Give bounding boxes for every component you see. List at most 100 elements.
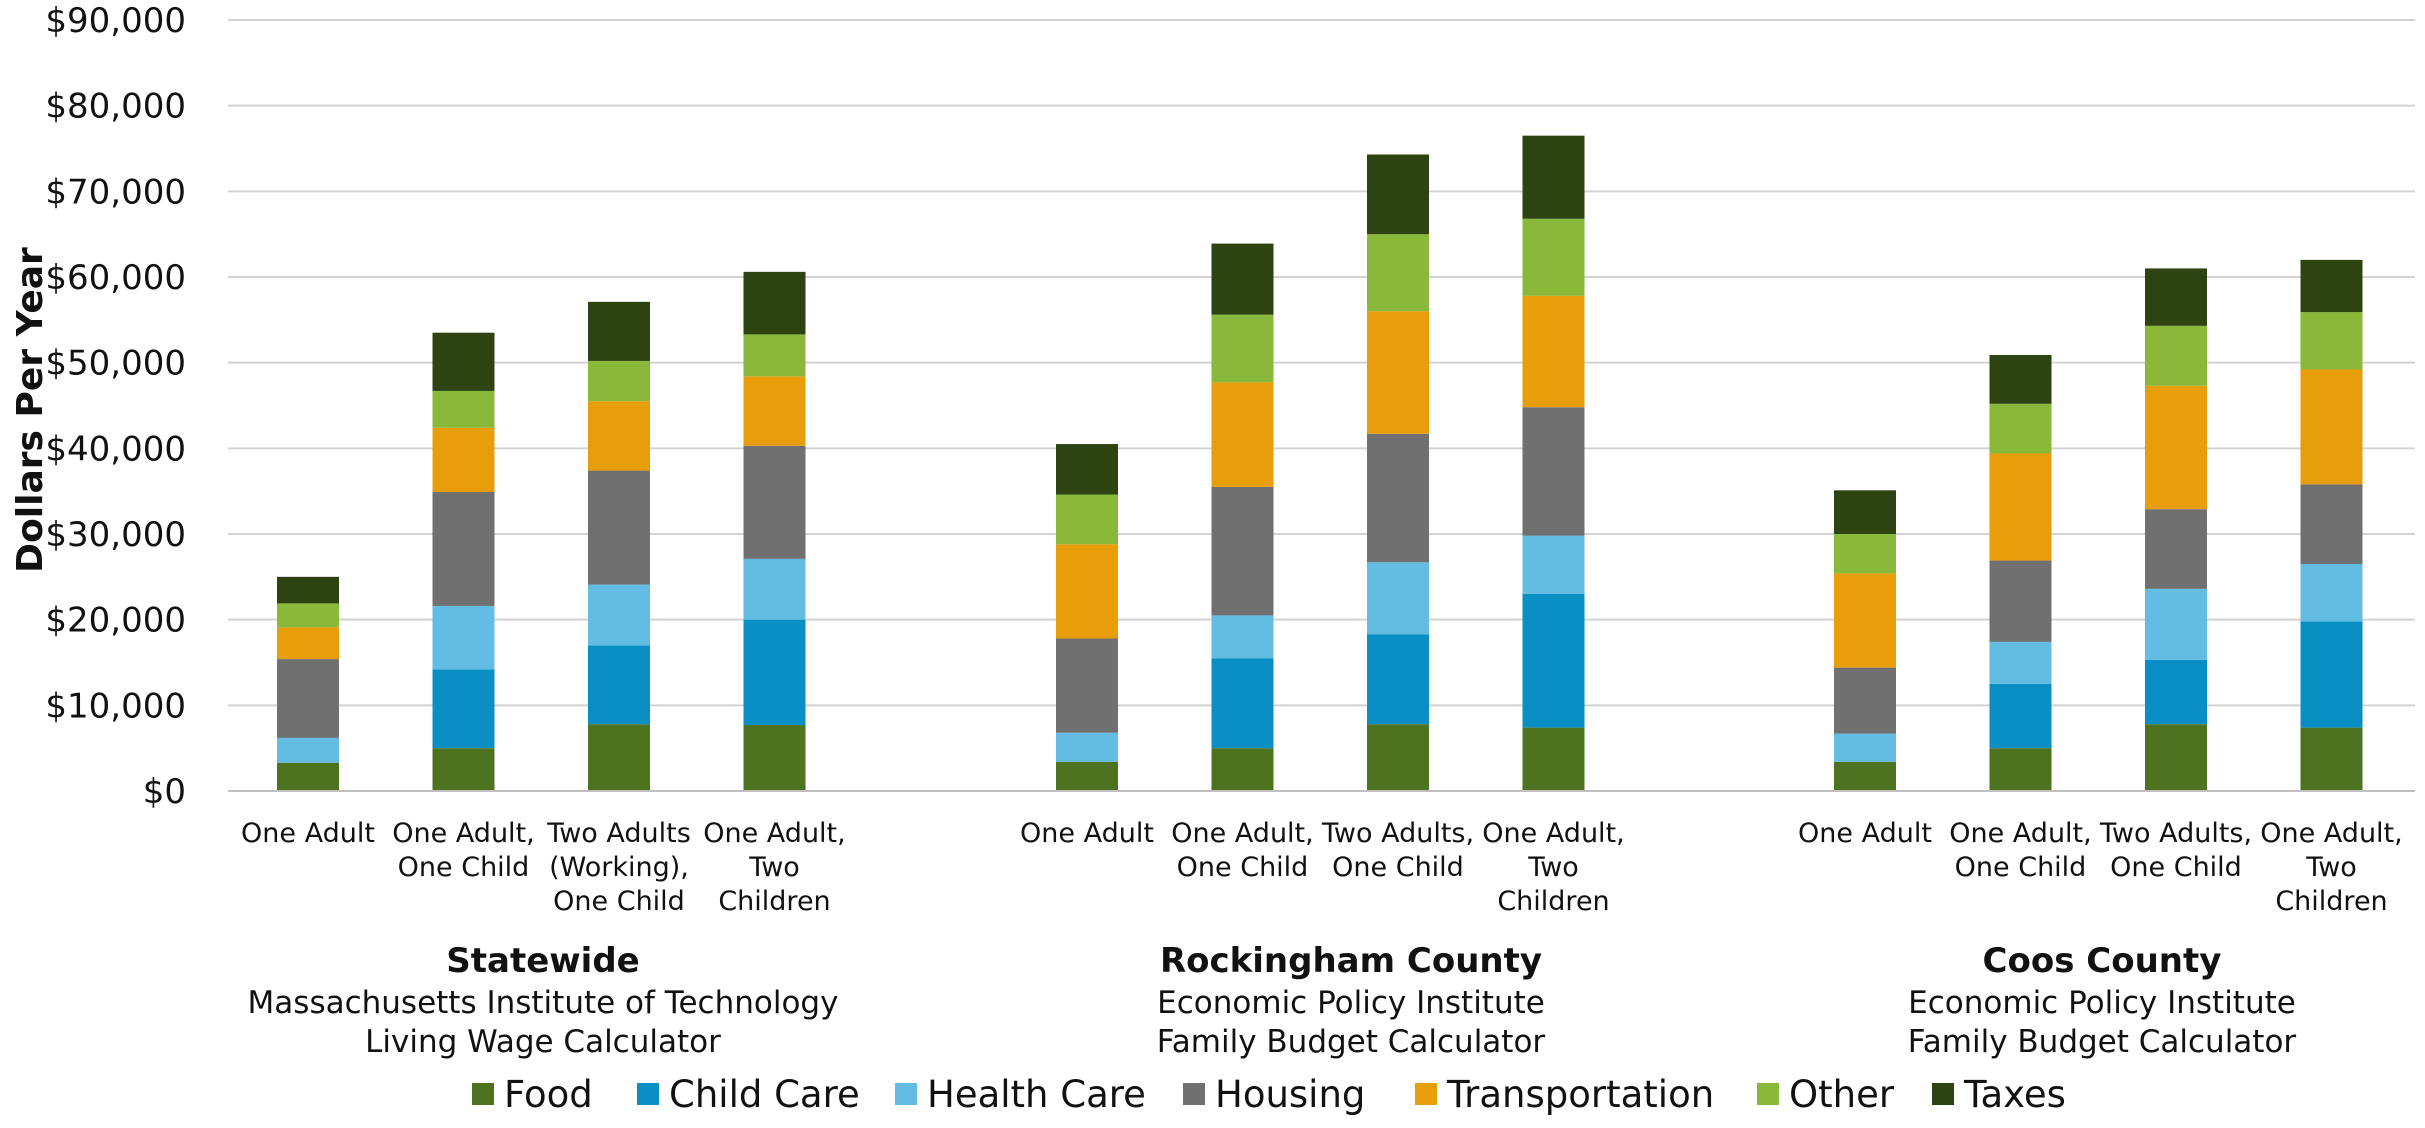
x-tick-label: One Adult: [241, 818, 375, 849]
x-tick-label: One Adult: [1798, 818, 1932, 849]
stacked-bar: [1522, 135, 1585, 791]
x-tick-label: Children: [2275, 886, 2387, 917]
bar-segment-other: [1367, 234, 1429, 312]
legend-label: Taxes: [1963, 1073, 2066, 1116]
gridlines: [228, 19, 2415, 707]
bar-segment-housing: [588, 470, 650, 585]
legend-item: Taxes: [1932, 1073, 2066, 1116]
bar-segment-housing: [2300, 484, 2363, 564]
bar-segment-taxes: [588, 301, 650, 361]
bar-segment-transportation: [1522, 295, 1585, 408]
bar-segment-food: [588, 724, 650, 791]
bar-segment-housing: [1522, 407, 1585, 536]
x-tick-label: Children: [718, 886, 830, 917]
bar-segment-child-care: [432, 669, 495, 749]
legend-swatch: [637, 1083, 659, 1105]
x-tick-label: Two: [748, 852, 800, 883]
bar-segment-transportation: [1367, 311, 1429, 434]
bar-segment-taxes: [1834, 490, 1896, 534]
x-tick-label: Two Adults,: [1321, 818, 1474, 849]
bar-segment-housing: [1056, 638, 1118, 733]
bar-segment-other: [1056, 494, 1118, 545]
bar-segment-child-care: [1989, 683, 2052, 749]
y-tick-label: $80,000: [45, 87, 186, 127]
bar-segment-food: [1522, 727, 1585, 791]
legend-swatch: [1757, 1083, 1779, 1105]
bar-segment-food: [2145, 724, 2207, 791]
bar-segment-taxes: [1211, 243, 1274, 315]
y-tick-label: $10,000: [45, 686, 186, 726]
stacked-bar: [277, 576, 339, 791]
group-labels: Statewide Massachusetts Institute of Tech…: [248, 941, 2297, 1060]
x-tick-label: Children: [1497, 886, 1609, 917]
legend-swatch: [1183, 1083, 1205, 1105]
bar-segment-child-care: [2300, 621, 2363, 728]
group-subtitle: Family Budget Calculator: [1908, 1024, 2297, 1060]
bar-segment-taxes: [1989, 354, 2052, 404]
x-tick-label: One Adult,: [703, 818, 845, 849]
bar-segment-health-care: [1834, 733, 1896, 762]
stacked-bar: [1834, 490, 1896, 791]
bar-segment-health-care: [1211, 615, 1274, 659]
bar-segment-housing: [1211, 486, 1274, 616]
bar-segment-other: [1522, 218, 1585, 296]
x-tick-label: One Child: [398, 852, 530, 883]
group-subtitle: Living Wage Calculator: [365, 1024, 721, 1060]
y-tick-label: $50,000: [45, 344, 186, 384]
x-tick-label: One Child: [1332, 852, 1464, 883]
group-subtitle: Family Budget Calculator: [1157, 1024, 1546, 1060]
bar-segment-other: [743, 334, 806, 377]
x-tick-label: Two Adults,: [2099, 818, 2252, 849]
stacked-bar: [1211, 243, 1274, 791]
y-tick-label: $30,000: [45, 515, 186, 555]
bar-segment-child-care: [1211, 658, 1274, 749]
bar-segment-food: [432, 748, 495, 791]
legend-item: Transportation: [1415, 1073, 1714, 1116]
legend-item: Housing: [1183, 1073, 1365, 1116]
bar-segment-taxes: [432, 332, 495, 391]
bar-segment-food: [1834, 761, 1896, 791]
y-tick-label: $40,000: [45, 429, 186, 469]
legend-swatch: [1932, 1083, 1954, 1105]
group-title: Statewide: [446, 941, 639, 981]
bar-segment-housing: [1834, 667, 1896, 734]
stacked-bar: [1989, 354, 2052, 791]
y-axis-label: Dollars Per Year: [10, 247, 51, 573]
x-tick-label: One Adult,: [2260, 818, 2402, 849]
legend-label: Transportation: [1446, 1073, 1714, 1116]
bar-segment-child-care: [743, 619, 806, 726]
y-axis-ticks: $0 $10,000 $20,000 $30,000 $40,000 $50,000 $60…: [45, 1, 186, 812]
bar-segment-health-care: [2145, 588, 2207, 660]
group-title: Rockingham County: [1160, 941, 1542, 981]
x-tick-label: One Adult: [1020, 818, 1154, 849]
x-tick-label: One Child: [2110, 852, 2242, 883]
bar-segment-health-care: [1056, 732, 1118, 762]
bar-segment-taxes: [2300, 259, 2363, 313]
bar-segment-taxes: [743, 271, 806, 335]
x-tick-label: One Child: [1955, 852, 2087, 883]
bar-segment-food: [1211, 748, 1274, 791]
bar-segment-food: [1056, 761, 1118, 791]
x-tick-label: (Working),: [549, 852, 689, 883]
legend-swatch: [1415, 1083, 1437, 1105]
legend-label: Health Care: [927, 1073, 1146, 1116]
stacked-bar: [588, 301, 650, 791]
bar-segment-food: [1989, 748, 2052, 791]
bar-segment-taxes: [1367, 154, 1429, 235]
bar-segment-health-care: [1989, 641, 2052, 684]
bar-segment-other: [1989, 403, 2052, 454]
bar-segment-transportation: [588, 401, 650, 471]
bar-segment-health-care: [1522, 535, 1585, 594]
stacked-bar: [2145, 268, 2207, 791]
bar-segment-health-care: [588, 584, 650, 646]
group-subtitle: Economic Policy Institute: [1908, 985, 2296, 1021]
bar-segment-transportation: [277, 627, 339, 660]
bar-segment-other: [2300, 312, 2363, 370]
bar-segment-transportation: [1834, 573, 1896, 668]
x-tick-label: Two: [1527, 852, 1579, 883]
bar-segment-food: [2300, 727, 2363, 791]
group-title: Coos County: [1983, 941, 2222, 981]
group-subtitle: Economic Policy Institute: [1157, 985, 1545, 1021]
x-tick-label: One Child: [1177, 852, 1309, 883]
